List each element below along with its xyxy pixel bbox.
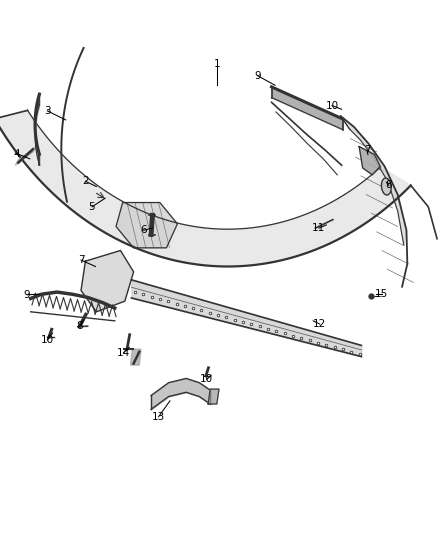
Text: 2: 2 <box>82 176 89 186</box>
Text: 3: 3 <box>44 106 51 116</box>
Text: 9: 9 <box>24 290 31 300</box>
Text: 8: 8 <box>385 181 392 190</box>
Text: 15: 15 <box>375 289 389 299</box>
Text: 7: 7 <box>364 146 371 155</box>
Text: 1: 1 <box>213 59 220 69</box>
Polygon shape <box>0 110 411 266</box>
Text: 9: 9 <box>254 71 261 80</box>
Text: 5: 5 <box>88 202 95 212</box>
Text: 7: 7 <box>78 255 85 265</box>
Text: 10: 10 <box>200 375 213 384</box>
Polygon shape <box>131 349 141 365</box>
Text: 11: 11 <box>312 223 325 233</box>
Polygon shape <box>208 389 219 404</box>
Text: 12: 12 <box>313 319 326 329</box>
Text: 13: 13 <box>152 412 165 422</box>
Text: 10: 10 <box>325 101 339 110</box>
Text: 14: 14 <box>117 348 130 358</box>
Polygon shape <box>116 203 177 248</box>
Polygon shape <box>15 147 36 165</box>
Text: 10: 10 <box>41 335 54 345</box>
Text: 6: 6 <box>140 225 147 235</box>
Ellipse shape <box>381 178 391 195</box>
Text: 8: 8 <box>76 321 83 331</box>
Polygon shape <box>359 147 380 175</box>
Polygon shape <box>341 116 406 245</box>
Text: 4: 4 <box>13 149 20 158</box>
Polygon shape <box>81 251 134 312</box>
